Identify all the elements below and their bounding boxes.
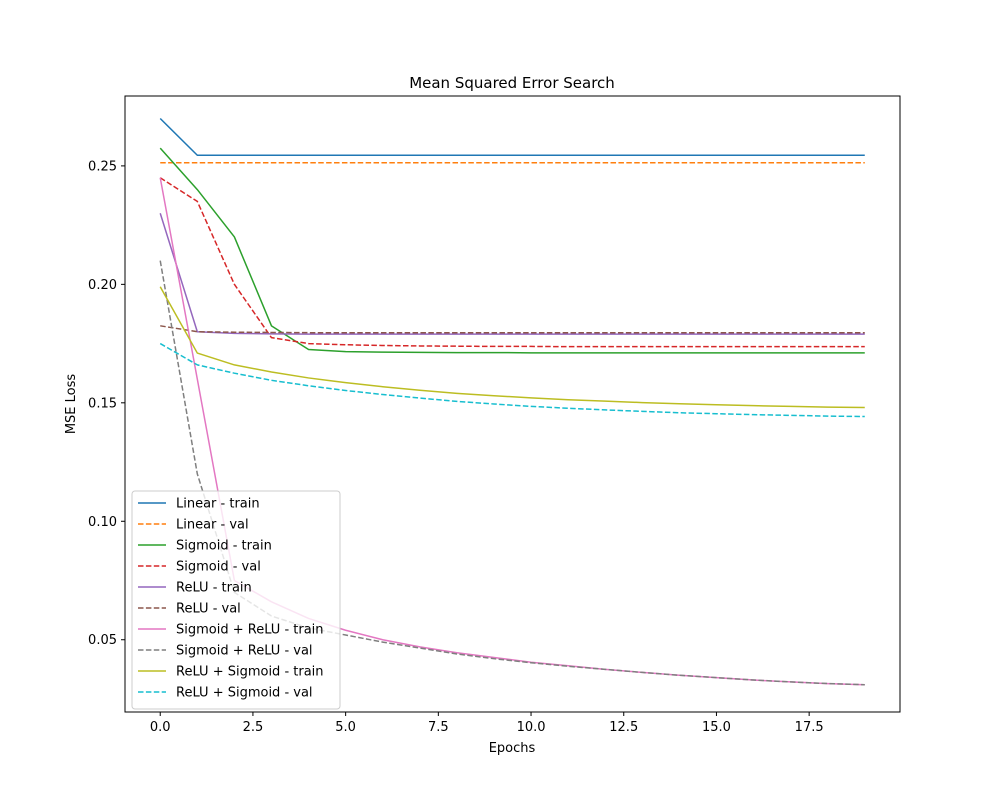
y-tick-label: 0.10 <box>88 515 117 530</box>
x-tick-label: 17.5 <box>795 720 824 735</box>
series-layer <box>159 117 865 686</box>
series-line-3 <box>159 177 865 348</box>
series-line-8 <box>159 286 865 409</box>
x-tick-label: 0.0 <box>150 720 171 735</box>
plot-area: 0.0 2.5 5.0 7.5 10.0 12.5 15.0 17.5 0.05 0.10 0.1… <box>88 95 901 735</box>
legend-label-4: ReLU - train <box>176 581 252 596</box>
legend-label-2: Sigmoid - train <box>176 539 272 554</box>
legend-label-3: Sigmoid - val <box>176 560 261 575</box>
legend-label-1: Linear - val <box>176 518 249 533</box>
x-tick-label: 15.0 <box>702 720 731 735</box>
y-tick-label: 0.15 <box>88 396 117 411</box>
x-tick-label: 5.0 <box>335 720 356 735</box>
legend-label-7: Sigmoid + ReLU - val <box>176 644 313 659</box>
legend: Linear - train Linear - val Sigmoid - trai… <box>131 490 341 710</box>
legend-label-8: ReLU + Sigmoid - train <box>176 665 324 680</box>
legend-label-0: Linear - train <box>176 497 260 512</box>
y-axis-label: MSE Loss <box>64 374 79 435</box>
x-axis-ticks: 0.0 2.5 5.0 7.5 10.0 12.5 15.0 17.5 <box>150 712 824 735</box>
series-line-0 <box>159 117 865 156</box>
series-line-9 <box>159 342 865 418</box>
series-line-4 <box>159 213 865 335</box>
series-line-5 <box>160 325 865 334</box>
y-tick-label: 0.25 <box>88 159 117 174</box>
legend-label-9: ReLU + Sigmoid - val <box>176 686 313 701</box>
y-tick-label: 0.05 <box>88 633 117 648</box>
axes-frame <box>124 95 901 713</box>
x-tick-label: 7.5 <box>428 720 449 735</box>
legend-box <box>131 490 341 710</box>
legend-label-6: Sigmoid + ReLU - train <box>176 623 324 638</box>
x-tick-label: 2.5 <box>243 720 264 735</box>
series-line-2 <box>159 147 865 354</box>
chart-title: Mean Squared Error Search <box>409 74 615 92</box>
legend-label-5: ReLU - val <box>176 602 241 617</box>
x-tick-label: 10.0 <box>517 720 546 735</box>
y-axis-ticks: 0.05 0.10 0.15 0.20 0.25 <box>88 159 125 648</box>
x-tick-label: 12.5 <box>609 720 638 735</box>
x-axis-label: Epochs <box>489 741 536 756</box>
y-tick-label: 0.20 <box>88 278 117 293</box>
